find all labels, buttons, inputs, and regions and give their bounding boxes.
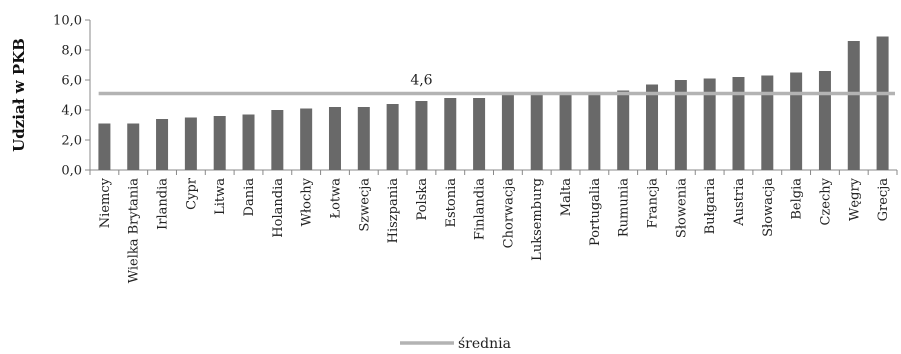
x-tick-label: Finlandia	[473, 178, 488, 240]
y-ticks: 0,0 2,0 4,0 6,0 8,0 10,0	[53, 14, 90, 179]
x-tick-label: Rumunia	[617, 178, 632, 237]
x-tick-label: Włochy	[300, 177, 315, 226]
x-tick-label: Irlandia	[156, 178, 171, 230]
bar	[386, 104, 399, 170]
y-tick-label: 10,0	[53, 14, 82, 29]
x-tick-label: Holandia	[271, 178, 286, 238]
bar	[530, 95, 543, 170]
bar	[415, 101, 428, 170]
y-tick-label: 8,0	[61, 44, 82, 59]
average-group: 4,6	[98, 73, 895, 96]
x-tick-label: Niemcy	[98, 177, 113, 228]
average-label: 4,6	[410, 73, 432, 89]
x-tick-label: Austria	[732, 178, 747, 227]
x-tick-label: Słowacja	[761, 178, 776, 237]
bar	[98, 123, 111, 170]
x-tick-label: Węgry	[847, 177, 862, 221]
axes	[89, 20, 898, 175]
x-tick-label: Szwecja	[357, 178, 372, 232]
x-tick-label: Litwa	[213, 178, 228, 215]
y-tick-label: 2,0	[61, 134, 82, 149]
x-tick-label: Malta	[559, 178, 574, 216]
bar	[271, 110, 284, 170]
x-tick-label: Hiszpania	[386, 178, 401, 244]
bar	[790, 72, 803, 170]
y-axis-title-group: Udział w PKB	[10, 38, 28, 152]
x-tick-label: Czechy	[818, 177, 833, 225]
bar	[444, 98, 457, 170]
x-tick-label: Grecja	[876, 178, 891, 222]
x-tick-label: Estonia	[444, 178, 459, 228]
bar	[242, 114, 255, 170]
legend-label-average: średnia	[458, 336, 511, 352]
bar	[501, 95, 514, 170]
bar	[617, 90, 630, 170]
bar	[818, 71, 831, 170]
bar	[588, 95, 601, 170]
y-tick-label: 0,0	[61, 164, 82, 179]
x-tick-label: Luksemburg	[530, 178, 545, 261]
bar	[328, 107, 341, 170]
bar	[674, 80, 687, 170]
bar	[646, 84, 659, 170]
x-tick-label: Polska	[415, 178, 430, 221]
bar	[156, 119, 169, 170]
x-tick-label: Portugalia	[588, 178, 603, 246]
bar	[876, 36, 889, 170]
x-tick-label: Bułgaria	[703, 178, 718, 235]
y-axis-title: Udział w PKB	[10, 38, 28, 152]
x-tick-label: Słowenia	[674, 178, 689, 238]
bar	[473, 98, 486, 170]
x-tick-label: Chorwacja	[501, 178, 516, 249]
bar	[127, 123, 140, 170]
y-tick-label: 6,0	[61, 74, 82, 89]
x-labels: Niemcy Wielka Brytania Irlandia Cypr Litwa Da…	[98, 177, 891, 283]
bar	[213, 116, 226, 170]
x-tick-label: Cypr	[184, 177, 199, 210]
bar	[300, 108, 313, 170]
bar	[847, 41, 860, 170]
x-tick-label: Łotwa	[328, 178, 343, 219]
bar	[184, 117, 197, 170]
bar	[703, 78, 716, 170]
x-tick-label: Wielka Brytania	[127, 178, 142, 284]
x-tick-label: Belgia	[790, 178, 805, 220]
bar	[761, 75, 774, 170]
bars	[98, 36, 889, 170]
legend: średnia	[400, 336, 511, 352]
x-tick-label: Francja	[646, 178, 661, 229]
bar	[559, 95, 572, 170]
y-tick-label: 4,0	[61, 104, 82, 119]
bar	[732, 77, 745, 170]
bar	[357, 107, 370, 170]
x-tick-label: Dania	[242, 178, 257, 217]
